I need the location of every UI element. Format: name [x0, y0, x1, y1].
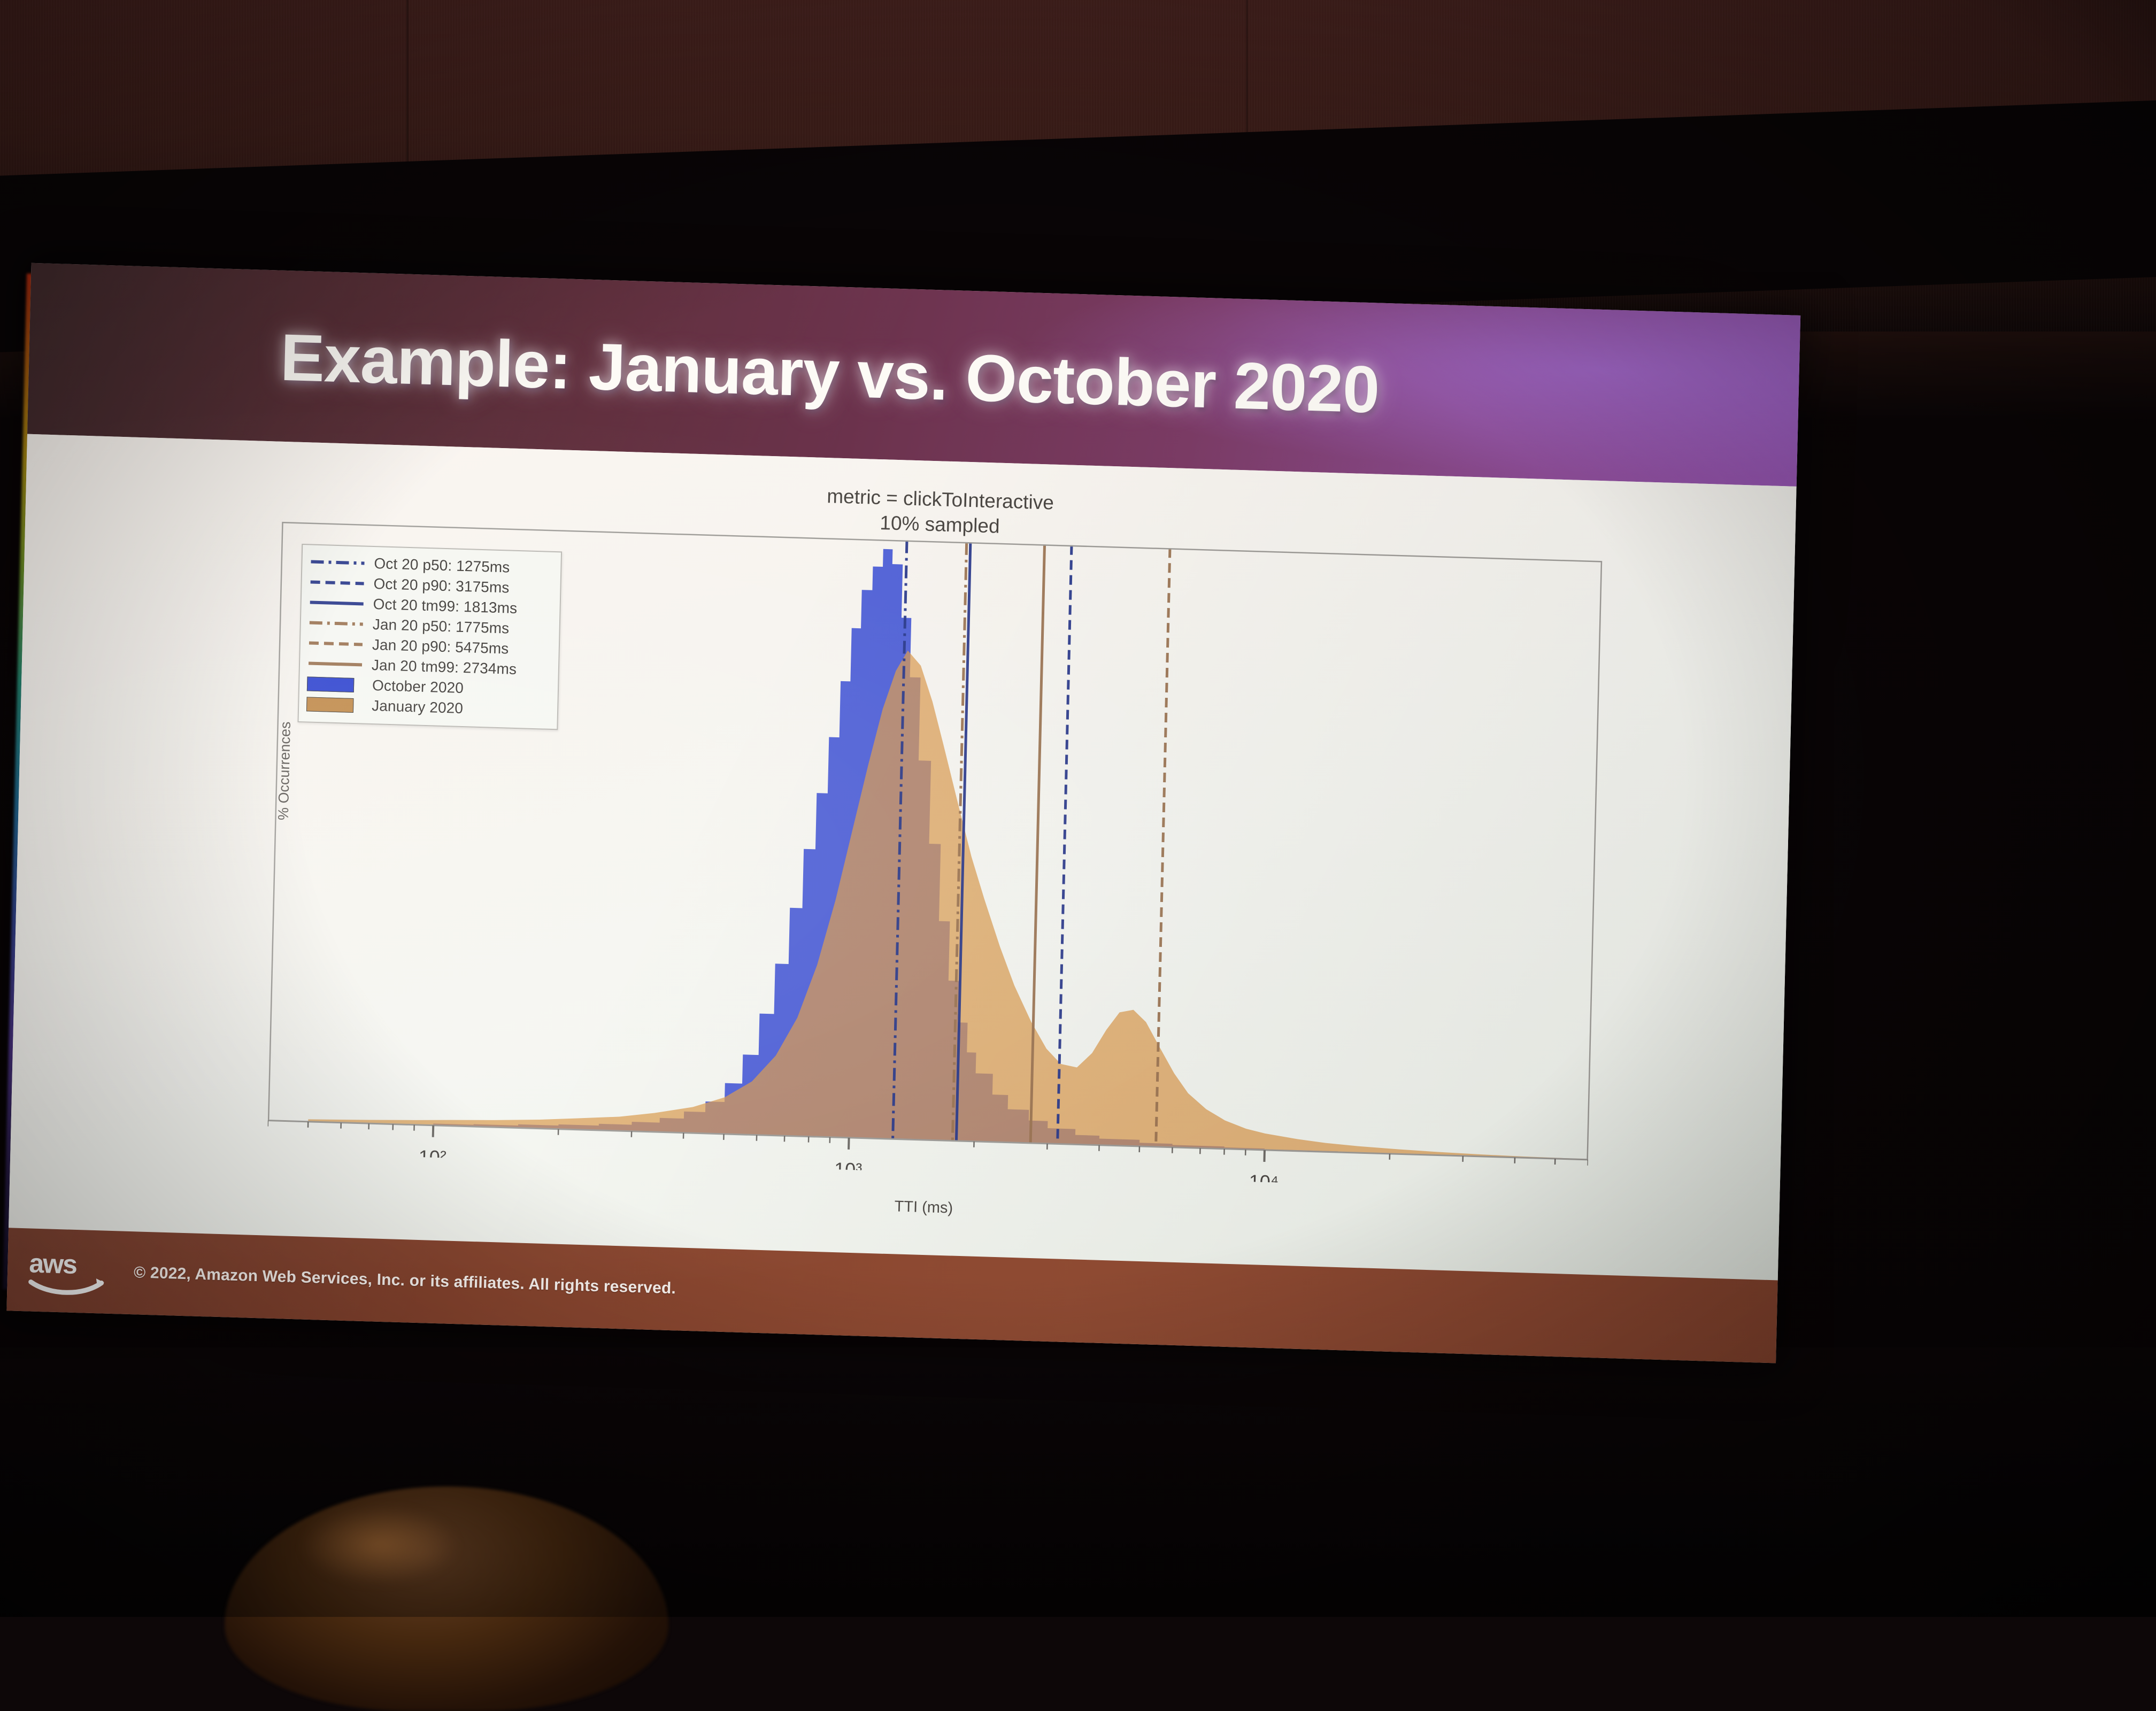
legend-label: October 2020	[372, 677, 464, 697]
copyright-text: © 2022, Amazon Web Services, Inc. or its…	[134, 1263, 676, 1298]
chart-figure: metric = clickToInteractive 10% sampled …	[169, 460, 1695, 1269]
legend-label: Oct 20 p50: 1275ms	[374, 555, 510, 576]
legend-label: Oct 20 tm99: 1813ms	[373, 596, 517, 617]
legend-label: January 2020	[372, 697, 464, 717]
legend-color-patch	[307, 676, 355, 692]
legend-label: Jan 20 tm99: 2734ms	[372, 657, 517, 678]
legend-label: Oct 20 p90: 3175ms	[373, 575, 510, 597]
slide-body: metric = clickToInteractive 10% sampled …	[9, 434, 1797, 1281]
projection-screen: Example: January vs. October 2020 metric…	[0, 230, 1844, 1429]
x-tick-label: 10⁴	[1249, 1170, 1279, 1192]
x-tick-major	[1264, 1150, 1265, 1162]
legend-line-swatch	[309, 619, 364, 628]
svg-text:aws: aws	[29, 1248, 77, 1280]
x-tick-label: 10²	[418, 1146, 446, 1169]
legend-line-swatch	[307, 659, 363, 668]
legend-line-swatch	[310, 558, 365, 567]
x-tick-label: 10³	[834, 1158, 863, 1181]
legend-line-swatch	[309, 598, 365, 607]
legend-line-swatch	[308, 639, 364, 648]
x-tick-major	[433, 1126, 434, 1137]
presentation-slide: Example: January vs. October 2020 metric…	[6, 263, 1800, 1363]
vline-oct-20-p90-3175ms	[1058, 545, 1072, 1144]
audience-head-highlight	[299, 1505, 460, 1585]
legend-color-patch	[306, 697, 354, 713]
aws-logo-icon: aws	[27, 1247, 109, 1299]
legend-line-swatch	[309, 578, 365, 587]
legend-label: Jan 20 p50: 1775ms	[372, 616, 509, 637]
legend-label: Jan 20 p90: 5475ms	[372, 636, 509, 658]
